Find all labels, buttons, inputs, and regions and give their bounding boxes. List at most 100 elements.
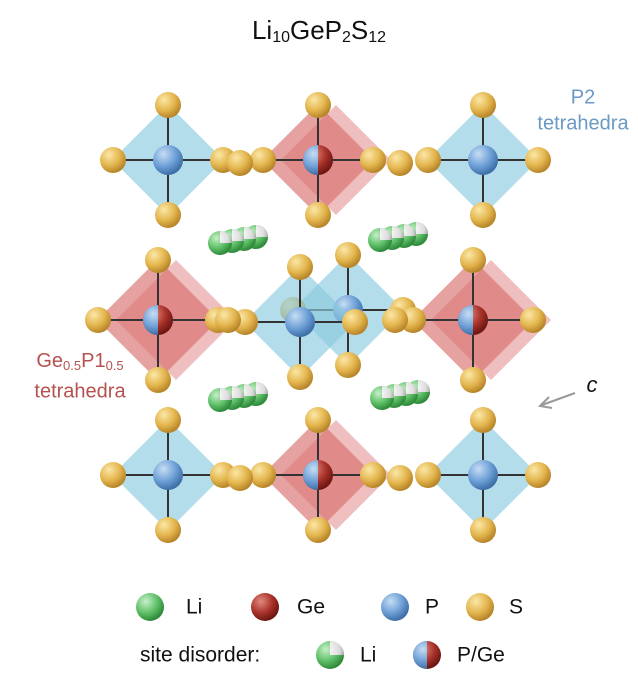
atom	[250, 147, 276, 173]
atom	[460, 367, 486, 393]
atom	[415, 147, 441, 173]
atom	[468, 145, 498, 175]
crystal-structure	[85, 92, 551, 543]
gep-sub: 0.5	[63, 358, 81, 373]
atom	[458, 305, 473, 335]
gep-part: P1	[81, 350, 105, 372]
atom	[305, 407, 331, 433]
legend-swatch	[413, 641, 441, 669]
atom	[305, 202, 331, 228]
atom	[382, 307, 408, 333]
atom	[305, 517, 331, 543]
gep-part: Ge	[36, 350, 63, 372]
atom	[153, 145, 183, 175]
atom	[100, 462, 126, 488]
axis-arrow	[541, 392, 576, 406]
atom	[143, 305, 158, 335]
atom	[227, 150, 253, 176]
pge-atom	[303, 460, 333, 490]
gep-label: tetrahedra	[34, 380, 126, 402]
legend-label: Li	[360, 644, 376, 667]
atom	[400, 307, 426, 333]
atom	[215, 307, 241, 333]
atom	[470, 517, 496, 543]
atom	[287, 254, 313, 280]
title: Li10GeP2S12	[252, 15, 386, 46]
li-atom	[208, 231, 232, 255]
atom	[232, 229, 244, 241]
legend-swatch	[466, 593, 494, 621]
atom	[470, 202, 496, 228]
p2-label: tetrahedra	[537, 112, 629, 134]
atom	[382, 386, 394, 398]
legend-label: Ge	[297, 596, 325, 619]
atom	[404, 224, 416, 236]
atom	[305, 92, 331, 118]
legend-label: P/Ge	[457, 644, 505, 667]
atom	[342, 309, 368, 335]
atom	[256, 382, 268, 394]
atom	[387, 465, 413, 491]
li-atom	[368, 228, 392, 252]
atom	[145, 367, 171, 393]
atom	[220, 388, 232, 400]
atom	[380, 228, 392, 240]
atom	[360, 462, 386, 488]
atom	[153, 460, 183, 490]
p2-label: P2	[571, 86, 595, 108]
atom	[256, 225, 268, 237]
legend-swatch	[316, 641, 344, 669]
atom	[85, 307, 111, 333]
legend-label: P	[425, 596, 439, 619]
axis-arrow-head	[537, 396, 553, 409]
atom	[244, 227, 256, 239]
atom	[525, 147, 551, 173]
title-sub: 12	[368, 29, 386, 46]
legend-swatch	[136, 593, 164, 621]
title-part: GeP	[290, 15, 342, 45]
atom	[232, 386, 244, 398]
atom	[155, 517, 181, 543]
title-part: S	[351, 15, 368, 45]
pge-atom	[143, 305, 173, 335]
atom	[100, 147, 126, 173]
atom	[470, 92, 496, 118]
legend-swatch	[251, 593, 279, 621]
legend: Li Ge P S site disorder: Li P/Ge	[136, 593, 523, 669]
li-atom	[208, 388, 232, 412]
atom	[250, 462, 276, 488]
atom	[303, 460, 318, 490]
legend-swatch	[381, 593, 409, 621]
legend-label: S	[509, 596, 523, 619]
li-atom	[370, 386, 394, 410]
atom	[155, 202, 181, 228]
title-sub: 2	[342, 29, 351, 46]
atom	[360, 147, 386, 173]
atom	[525, 462, 551, 488]
pge-atom	[458, 305, 488, 335]
atom	[155, 407, 181, 433]
title-part: Li	[252, 15, 272, 45]
atom	[460, 247, 486, 273]
atom	[227, 465, 253, 491]
atom	[244, 384, 256, 396]
atom	[145, 247, 171, 273]
atom	[406, 382, 418, 394]
atom	[520, 307, 546, 333]
atom	[285, 307, 315, 337]
atom	[287, 364, 313, 390]
atom	[220, 231, 232, 243]
legend-label: site disorder:	[140, 644, 260, 667]
gep-label: Ge0.5P10.5	[36, 350, 123, 373]
atom	[470, 407, 496, 433]
atom	[416, 222, 428, 234]
gep-sub: 0.5	[106, 358, 124, 373]
axis-label: c	[587, 372, 598, 397]
legend-label: Li	[186, 596, 202, 619]
atom	[387, 150, 413, 176]
atom	[468, 460, 498, 490]
atom	[335, 242, 361, 268]
atom	[392, 226, 404, 238]
atom	[335, 352, 361, 378]
